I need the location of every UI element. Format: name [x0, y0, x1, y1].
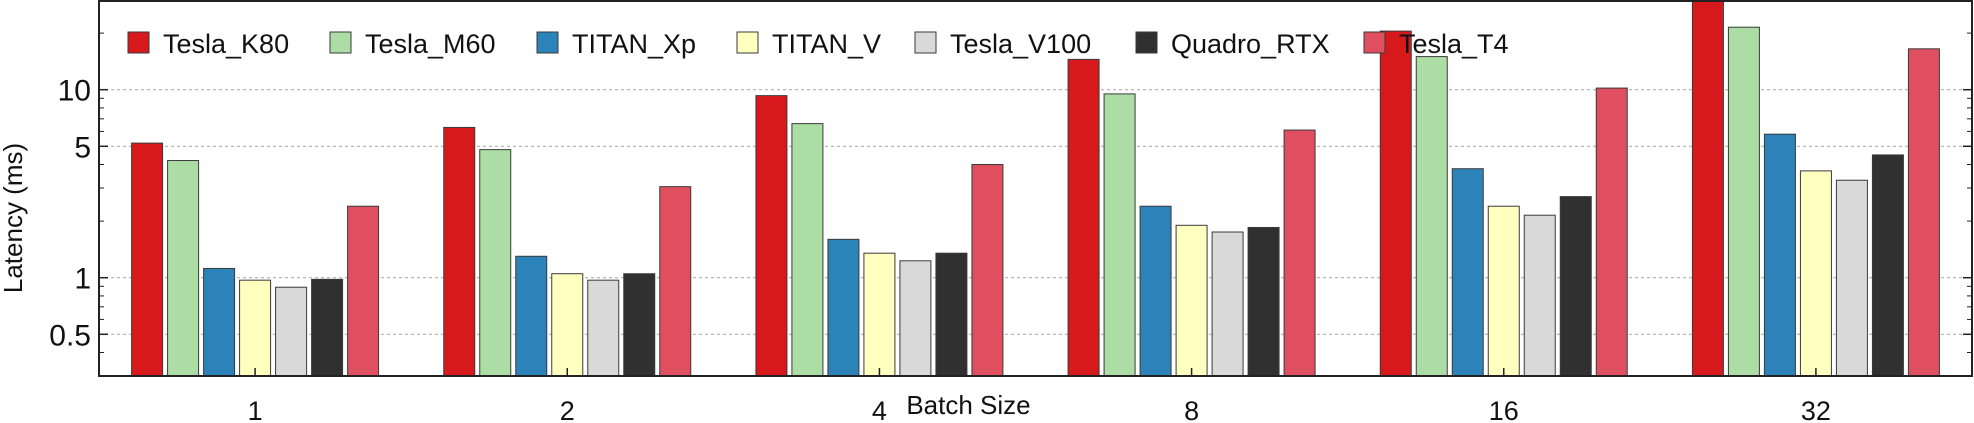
x-axis-title: Batch Size: [906, 390, 1030, 420]
bars: [131, 0, 1940, 377]
bar-tesla-k80-2: [443, 126, 476, 377]
bar-tesla-v100-8: [1211, 231, 1244, 377]
legend: Tesla_K80 Tesla_M60 TITAN_Xp TITAN_V Tesla_V…: [127, 29, 1509, 59]
bar-titan-xp-8: [1139, 205, 1172, 377]
bar-tesla-k80-16: [1379, 30, 1412, 377]
bar-titan-xp-4: [827, 238, 860, 377]
bar-tesla-v100-16: [1523, 214, 1556, 377]
bar-titan-v-32: [1799, 170, 1832, 377]
x-tick-label: 4: [872, 396, 887, 423]
bar-titan-v-8: [1175, 224, 1208, 377]
x-tick-label: 16: [1489, 396, 1519, 423]
bar-tesla-t4-1: [347, 205, 380, 377]
legend-label-tesla-k80: Tesla_K80: [163, 29, 289, 59]
legend-swatch-tesla-v100: [914, 31, 937, 54]
bar-tesla-m60-32: [1727, 26, 1760, 377]
y-tick-label: 0.5: [49, 319, 91, 352]
bar-titan-v-16: [1487, 205, 1520, 377]
bar-titan-v-1: [239, 279, 272, 377]
bar-tesla-t4-2: [659, 186, 692, 377]
legend-swatch-tesla-t4: [1363, 31, 1386, 54]
legend-label-quadro-rtx: Quadro_RTX: [1171, 29, 1330, 59]
bar-tesla-t4-32: [1907, 48, 1940, 377]
bar-tesla-m60-16: [1415, 56, 1448, 377]
bar-tesla-v100-2: [587, 279, 620, 377]
bar-tesla-m60-8: [1103, 93, 1136, 377]
grid-lines: [99, 89, 1972, 335]
bar-tesla-t4-16: [1595, 87, 1628, 377]
bar-tesla-k80-32: [1691, 0, 1724, 377]
bar-titan-v-2: [551, 273, 584, 377]
bar-tesla-t4-4: [971, 164, 1004, 377]
bar-titan-xp-2: [515, 255, 548, 377]
legend-label-titan-v: TITAN_V: [772, 29, 881, 59]
bar-tesla-k80-1: [131, 142, 164, 377]
legend-swatch-tesla-m60: [329, 31, 352, 54]
legend-label-tesla-t4: Tesla_T4: [1399, 29, 1509, 59]
bar-tesla-t4-8: [1283, 129, 1316, 377]
bar-tesla-m60-2: [479, 149, 512, 377]
x-tick-label: 1: [248, 396, 263, 423]
legend-label-tesla-v100: Tesla_V100: [950, 29, 1091, 59]
bar-tesla-v100-1: [275, 286, 308, 377]
bar-quadro-rtx-1: [311, 278, 344, 377]
bar-tesla-k80-8: [1067, 58, 1100, 377]
legend-swatch-tesla-k80: [127, 31, 150, 54]
bar-tesla-v100-32: [1835, 179, 1868, 377]
legend-swatch-titan-v: [736, 31, 759, 54]
bar-tesla-v100-4: [899, 260, 932, 377]
bar-quadro-rtx-8: [1247, 226, 1280, 377]
bar-tesla-m60-1: [167, 160, 200, 377]
y-tick-label: 10: [58, 75, 91, 108]
x-tick-label: 32: [1801, 396, 1831, 423]
axis-ticks: 0.5 1 5 10 1 2 4 8 16 32: [49, 32, 1972, 423]
legend-swatch-titan-xp: [536, 31, 559, 54]
bar-titan-xp-16: [1451, 168, 1484, 377]
bar-titan-xp-32: [1763, 133, 1796, 377]
y-tick-label: 5: [74, 131, 91, 164]
legend-label-titan-xp: TITAN_Xp: [572, 29, 696, 59]
legend-label-tesla-m60: Tesla_M60: [365, 29, 496, 59]
bar-quadro-rtx-2: [623, 273, 656, 377]
y-tick-label: 1: [74, 263, 91, 296]
bar-quadro-rtx-32: [1871, 154, 1904, 377]
bar-titan-v-4: [863, 252, 896, 377]
x-tick-label: 8: [1184, 396, 1199, 423]
bar-quadro-rtx-16: [1559, 196, 1592, 377]
bar-quadro-rtx-4: [935, 252, 968, 377]
legend-swatch-quadro-rtx: [1135, 31, 1158, 54]
x-tick-label: 2: [560, 396, 575, 423]
y-axis-title: Latency (ms): [0, 143, 28, 293]
bar-titan-xp-1: [203, 267, 236, 377]
bar-tesla-m60-4: [791, 123, 824, 377]
bar-tesla-k80-4: [755, 95, 788, 377]
